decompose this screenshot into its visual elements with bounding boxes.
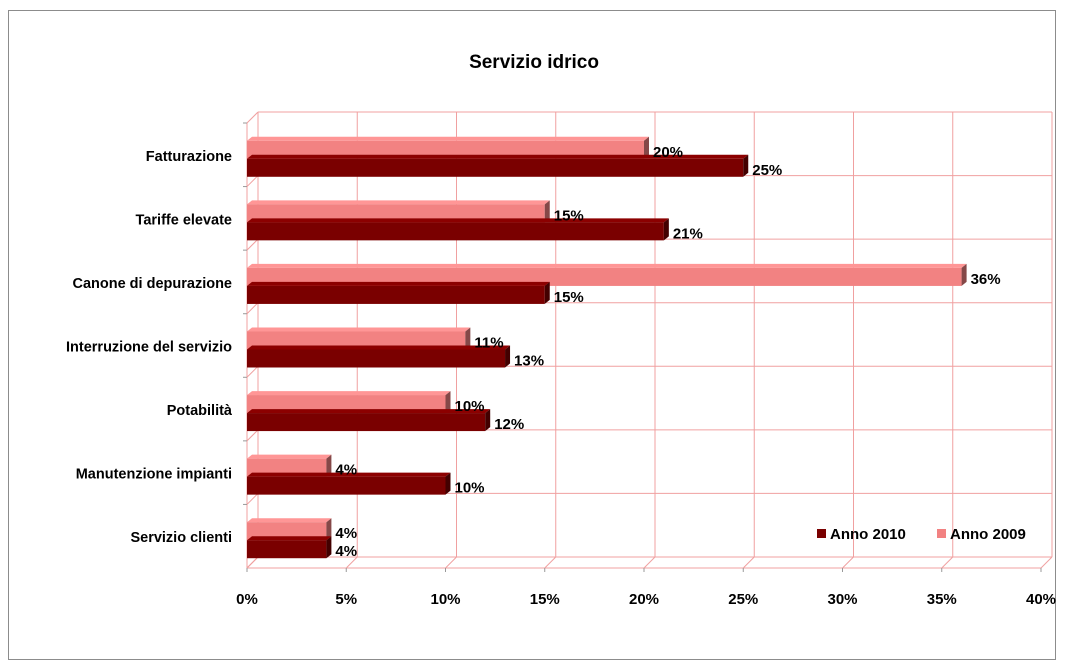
data-label: 36% — [971, 271, 1001, 288]
data-label: 15% — [554, 289, 584, 306]
floor-gridline — [941, 556, 954, 569]
legend-label: Anno 2010 — [830, 526, 906, 543]
bar — [247, 349, 506, 368]
floor-gridline — [345, 556, 358, 569]
data-label: 11% — [474, 335, 503, 352]
bar-side-face — [445, 391, 451, 414]
legend: Anno 2010 Anno 2009 — [817, 526, 1026, 543]
bar-side-face — [445, 472, 451, 495]
data-label: 15% — [554, 207, 584, 224]
bar-top-face — [247, 281, 550, 286]
bar-side-face — [544, 281, 550, 304]
bar — [247, 267, 962, 286]
data-label: 10% — [455, 480, 485, 497]
data-label: 25% — [752, 162, 782, 179]
data-label: 12% — [494, 416, 524, 433]
bar-side-face — [326, 518, 332, 541]
chart-frame — [8, 10, 1056, 660]
bar-side-face — [743, 154, 749, 177]
data-label: 10% — [455, 398, 485, 415]
x-tick-label: 30% — [827, 591, 857, 608]
data-label: 21% — [673, 225, 703, 242]
floor-gridline — [544, 556, 557, 569]
axes: 0% 5% 10% 15% 20% 25% 30% 35% 40% Fatturazione Tar… — [66, 122, 1056, 608]
bar — [247, 222, 664, 241]
floor-gridline — [445, 556, 457, 569]
floor-gridline — [643, 556, 656, 569]
bar — [247, 395, 446, 414]
bar-side-face — [544, 200, 550, 223]
bar — [247, 476, 446, 495]
bar — [247, 158, 744, 177]
x-tick-label: 40% — [1026, 591, 1056, 608]
x-tick-label: 0% — [236, 591, 258, 608]
bar-side-face — [961, 263, 967, 286]
bar-top-face — [247, 345, 511, 350]
x-tick-label: 10% — [430, 591, 460, 608]
bar-top-face — [247, 263, 967, 268]
bars — [247, 136, 967, 559]
bar-top-face — [247, 154, 749, 159]
category-label: Servizio clienti — [130, 530, 232, 546]
bar-top-face — [247, 454, 332, 459]
bar — [247, 522, 327, 541]
category-label: Fatturazione — [146, 149, 232, 165]
x-tick-label: 25% — [728, 591, 758, 608]
x-tick-label: 20% — [629, 591, 659, 608]
category-label: Interruzione del servizio — [66, 340, 232, 356]
bar-top-face — [247, 518, 332, 523]
bar — [247, 285, 545, 304]
data-label: 4% — [335, 543, 357, 560]
wall-gridline — [246, 175, 259, 187]
bar-top-face — [247, 409, 491, 414]
x-tick-label: 5% — [335, 591, 357, 608]
wall-gridline — [246, 556, 259, 569]
bar-side-face — [326, 536, 332, 559]
wall-gridline — [246, 111, 259, 124]
bar — [247, 204, 545, 223]
legend-label: Anno 2009 — [950, 526, 1026, 543]
legend-swatch — [937, 529, 946, 538]
data-label: 4% — [335, 525, 357, 542]
floor-gridline — [842, 556, 854, 569]
wall-gridline — [246, 302, 259, 315]
category-label: Tariffe elevate — [136, 212, 232, 228]
bar-top-face — [247, 200, 550, 205]
bar-side-face — [644, 136, 649, 159]
x-tick-label: 15% — [530, 591, 560, 608]
bar-side-face — [485, 409, 491, 432]
floor-gridline — [742, 556, 755, 569]
labels: 20%25%15%21%36%15%11%13%10%12%4%10%4%4% — [335, 144, 1000, 560]
legend-swatch — [817, 529, 826, 538]
category-label: Potabilità — [167, 403, 233, 419]
bar — [247, 413, 486, 432]
data-label: 20% — [653, 144, 683, 161]
wall-gridline — [246, 365, 259, 378]
bar-side-face — [505, 345, 511, 368]
floor-gridline — [1040, 556, 1053, 569]
bar-top-face — [247, 391, 451, 396]
bar-top-face — [247, 327, 471, 332]
bar — [247, 331, 466, 350]
bar-side-face — [663, 218, 669, 241]
bar-side-face — [465, 327, 471, 350]
data-label: 4% — [335, 462, 357, 479]
bar-top-face — [247, 472, 451, 477]
chart-title: Servizio idrico — [469, 52, 599, 73]
data-label: 13% — [514, 353, 544, 370]
category-label: Canone di depurazione — [72, 276, 232, 292]
bar-side-face — [326, 454, 332, 477]
x-tick-label: 35% — [927, 591, 957, 608]
wall-gridline — [246, 238, 259, 251]
bar — [247, 140, 644, 159]
bar-top-face — [247, 218, 669, 223]
bar — [247, 458, 327, 477]
bar-top-face — [247, 536, 332, 541]
bar — [247, 540, 327, 559]
wall-gridline — [246, 493, 259, 505]
wall-gridline — [246, 429, 259, 442]
category-label: Manutenzione impianti — [76, 467, 232, 483]
bar-top-face — [247, 136, 649, 141]
